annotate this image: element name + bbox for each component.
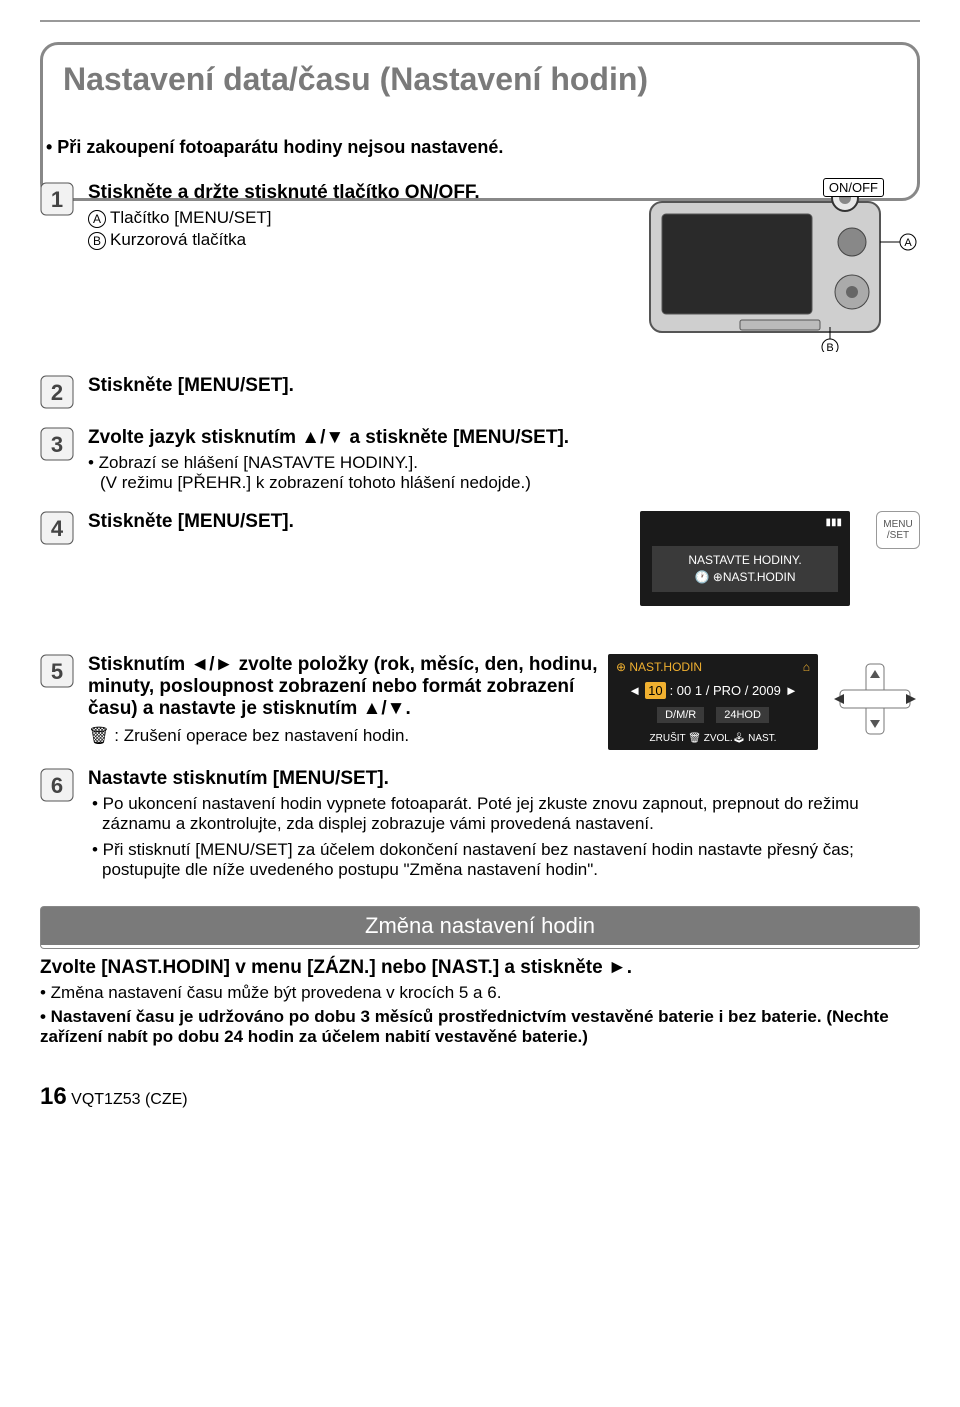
step3-heading: Zvolte jazyk stisknutím ▲/▼ a stiskněte … [88,427,920,449]
svg-text:5: 5 [51,659,63,684]
step1-heading: Stiskněte a držte stisknuté tlačítko ON/… [88,182,630,204]
step2-heading: Stiskněte [MENU/SET]. [88,375,920,397]
clock-rest: : 00 1 / PRO / 2009 [670,683,781,698]
battery-icon: ▮▮▮ [648,517,842,528]
screen-msg-2: 🕐 ⊕NAST.HODIN [656,569,834,586]
svg-text:3: 3 [51,432,63,457]
step-number-2: 2 [40,375,74,409]
home-icon: ⌂ [803,660,810,674]
letter-a-icon: A [88,210,106,228]
intro-text: • Při zakoupení fotoaparátu hodiny nejso… [46,137,920,158]
step6-bullet1: • Po ukoncení nastavení hodin vypnete fo… [102,794,920,834]
step-5: 5 Stisknutím ◄/► zvolte položky (rok, mě… [40,654,920,750]
svg-text:6: 6 [51,773,63,798]
page-number: 16 [40,1083,67,1110]
onoff-label: ON/OFF [823,178,884,197]
sub-line2: • Nastavení času je udržováno po dobu 3 … [40,1007,920,1047]
step-1: 1 Stiskněte a držte stisknuté tlačítko O… [40,182,920,357]
subsection-box-bottom [40,945,920,949]
svg-text:A: A [904,237,912,249]
svg-text:2: 2 [51,380,63,405]
sub-heading: Zvolte [NAST.HODIN] v menu [ZÁZN.] nebo … [40,957,920,979]
step-number-3: 3 [40,427,74,461]
step-number-1: 1 [40,182,74,216]
fmt-dmr: D/M/R [657,707,704,723]
step-number-5: 5 [40,654,74,688]
step5-heading: Stisknutím ◄/► zvolte položky (rok, měsí… [88,654,598,720]
clock-screen: ⊕ NAST.HODIN ⌂ ◄ 10 : 00 1 / PRO / 2009 … [608,654,818,750]
svg-text:B: B [826,342,833,352]
step1-item-a: ATlačítko [MENU/SET] [88,208,630,228]
step4-heading: Stiskněte [MENU/SET]. [88,511,630,533]
page-title: Nastavení data/času (Nastavení hodin) [63,61,897,98]
clock-hour-highlight: 10 [645,682,665,699]
camera-illustration: ON/OFF A B [640,182,920,357]
subsection-bar: Změna nastavení hodin [40,906,920,945]
svg-text:4: 4 [51,516,64,541]
step-number-6: 6 [40,768,74,802]
step-3: 3 Zvolte jazyk stisknutím ▲/▼ a stisknět… [40,427,920,493]
step1-item-b: BKurzorová tlačítka [88,230,630,250]
step-6: 6 Nastavte stisknutím [MENU/SET]. • Po u… [40,768,920,886]
step3-bullet2: (V režimu [PŘEHR.] k zobrazení tohoto hl… [100,473,920,493]
sub-line1: • Změna nastavení času může být proveden… [40,983,920,1003]
top-rule [40,20,920,22]
step-4: 4 Stiskněte [MENU/SET]. ▮▮▮ NASTAVTE HOD… [40,511,920,606]
clock-hdr: ⊕ NAST.HODIN [616,660,702,674]
step3-bullet1: • Zobrazí se hlášení [NASTAVTE HODINY.]. [88,453,920,473]
menu-set-button-icon: MENU /SET [876,511,920,549]
page-footer: 16 VQT1Z53 (CZE) [40,1083,920,1111]
step6-bullet2: • Při stisknutí [MENU/SET] za účelem dok… [102,840,920,880]
step6-heading: Nastavte stisknutím [MENU/SET]. [88,768,920,790]
step-2: 2 Stiskněte [MENU/SET]. [40,375,920,409]
fmt-24h: 24HOD [716,707,769,723]
letter-b-icon: B [88,232,106,250]
step5-bullet1: 🗑 : Zrušení operace bez nastavení hodin. [88,726,598,746]
title-box: Nastavení data/času (Nastavení hodin) [40,42,920,201]
step-number-4: 4 [40,511,74,545]
dpad-icon [830,654,920,749]
doc-code: VQT1Z53 (CZE) [71,1091,187,1108]
svg-text:1: 1 [51,187,63,212]
screen-msg-1: NASTAVTE HODINY. [656,552,834,569]
clock-footer: ZRUŠIT 🗑 ZVOL.🕹 NAST. [616,733,810,744]
step4-screen: ▮▮▮ NASTAVTE HODINY. 🕐 ⊕NAST.HODIN [640,511,850,606]
